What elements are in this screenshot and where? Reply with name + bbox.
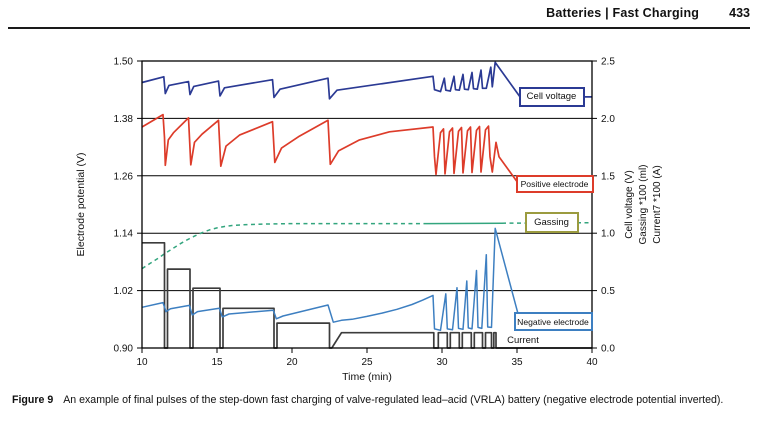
svg-text:0.0: 0.0 [601, 344, 615, 355]
cell-voltage-label-text: Cell voltage [526, 91, 577, 103]
svg-text:1.50: 1.50 [114, 57, 134, 68]
gassing-label: Gassing [524, 212, 579, 234]
svg-text:Current7 *100 (A): Current7 *100 (A) [652, 165, 663, 243]
gassing-label-text: Gassing [534, 217, 569, 229]
negative-electrode-label-text: Negative electrode [517, 316, 589, 327]
svg-text:0.90: 0.90 [114, 344, 134, 355]
svg-text:0.5: 0.5 [601, 286, 615, 297]
svg-text:Gassing *100 (ml): Gassing *100 (ml) [638, 164, 649, 244]
negative-electrode-label: Negative electrode [513, 312, 593, 332]
svg-text:2.0: 2.0 [601, 114, 615, 125]
positive-electrode-label-text: Positive electrode [520, 178, 589, 189]
svg-text:1.02: 1.02 [114, 286, 134, 297]
svg-text:1.26: 1.26 [114, 171, 134, 182]
svg-text:35: 35 [511, 357, 523, 368]
svg-text:Time (min): Time (min) [342, 371, 392, 383]
page-number: 433 [729, 6, 750, 20]
cell-voltage-label: Cell voltage [518, 86, 585, 107]
svg-text:1.5: 1.5 [601, 171, 615, 182]
svg-text:2.5: 2.5 [601, 57, 615, 68]
svg-text:25: 25 [361, 357, 373, 368]
svg-text:Cell voltage (V): Cell voltage (V) [624, 170, 635, 238]
current-label-text: Current [507, 334, 539, 346]
svg-text:1.0: 1.0 [601, 229, 615, 240]
svg-text:20: 20 [286, 357, 298, 368]
current-label: Current [501, 334, 545, 347]
svg-text:Electrode potential (V): Electrode potential (V) [75, 153, 87, 257]
svg-text:40: 40 [586, 357, 598, 368]
svg-text:1.38: 1.38 [114, 114, 134, 125]
svg-text:1.14: 1.14 [114, 229, 134, 240]
figure-caption: Figure 9 An example of final pulses of th… [12, 392, 748, 409]
svg-text:30: 30 [436, 357, 448, 368]
running-header-title: Batteries | Fast Charging [546, 6, 700, 20]
figure-caption-label: Figure 9 [12, 394, 54, 406]
running-header: Batteries | Fast Charging 433 [8, 6, 750, 29]
svg-text:15: 15 [211, 357, 223, 368]
figure-caption-text: An example of final pulses of the step-d… [63, 394, 724, 406]
svg-text:10: 10 [136, 357, 148, 368]
positive-electrode-label: Positive electrode [515, 174, 594, 193]
